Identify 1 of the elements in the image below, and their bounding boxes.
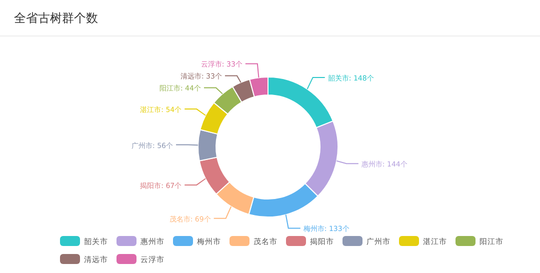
chart-title: 全省古树群个数 <box>14 11 98 25</box>
